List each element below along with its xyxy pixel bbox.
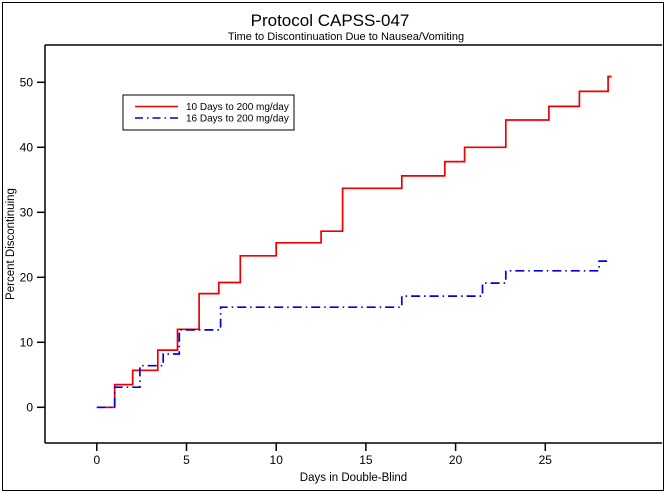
- x-tick-label: 10: [270, 453, 284, 467]
- chart-title: Protocol CAPSS-047: [251, 11, 410, 30]
- x-tick-label: 0: [93, 453, 100, 467]
- legend-label: 16 Days to 200 mg/day: [186, 114, 289, 125]
- y-tick-label: 50: [20, 75, 34, 89]
- series-line-blue-dashdot: [96, 260, 610, 409]
- series-line-red-solid: [96, 75, 612, 409]
- y-tick-label: 40: [20, 140, 34, 154]
- x-axis-title: Days in Double-Blind: [300, 472, 407, 484]
- y-tick-label: 30: [20, 205, 34, 219]
- x-tick-label: 15: [359, 453, 373, 467]
- legend-label: 10 Days to 200 mg/day: [186, 102, 289, 113]
- x-tick-label: 5: [183, 453, 190, 467]
- y-tick-label: 0: [26, 400, 33, 414]
- x-tick-label: 20: [449, 453, 463, 467]
- legend-box: [122, 94, 295, 131]
- chart-subtitle: Time to Discontinuation Due to Nausea/Vo…: [228, 31, 464, 43]
- y-tick-label: 20: [20, 270, 34, 284]
- x-tick-label: 25: [539, 453, 553, 467]
- y-tick-label: 10: [20, 335, 34, 349]
- y-axis-title: Percent Discontinuing: [5, 188, 17, 300]
